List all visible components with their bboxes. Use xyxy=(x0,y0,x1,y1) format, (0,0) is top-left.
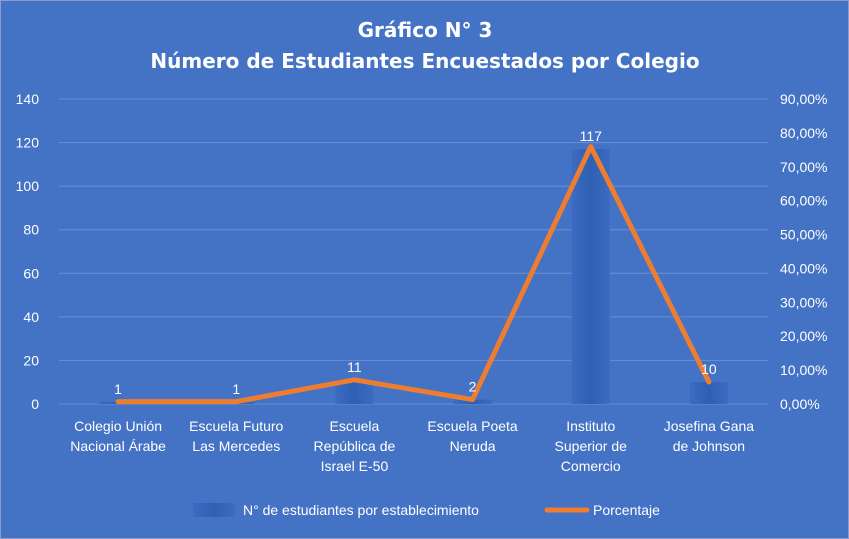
left-tick-label: 0 xyxy=(31,396,39,412)
line-point xyxy=(353,379,355,381)
left-tick-label: 20 xyxy=(23,352,39,368)
category-label: Escuela República de Israel E-50 xyxy=(314,418,396,474)
line-point xyxy=(117,401,119,403)
category-label-line: Israel E-50 xyxy=(321,458,389,474)
category-label: Instituto Superior de Comercio xyxy=(555,418,628,474)
right-tick-label: 40,00% xyxy=(780,260,827,276)
legend-label-line: Porcentaje xyxy=(593,502,660,518)
category-label: Escuela Poeta Neruda xyxy=(427,418,517,454)
line-point xyxy=(235,401,237,403)
category-label-line: República de xyxy=(314,438,396,454)
bar-data-label: 10 xyxy=(701,361,717,377)
left-tick-label: 140 xyxy=(16,91,40,107)
left-tick-label: 40 xyxy=(23,309,39,325)
right-tick-label: 20,00% xyxy=(780,328,827,344)
line-point xyxy=(708,381,710,383)
bar-data-label: 11 xyxy=(347,359,362,375)
right-tick-label: 30,00% xyxy=(780,294,827,310)
category-label: Colegio Unión Nacional Árabe xyxy=(70,418,166,454)
right-tick-label: 0,00% xyxy=(780,396,820,412)
right-tick-label: 10,00% xyxy=(780,362,827,378)
percentage-line xyxy=(115,144,712,405)
legend-label-bars: N° de estudiantes por establecimiento xyxy=(243,502,479,518)
category-label-line: Nacional Árabe xyxy=(70,438,166,454)
right-tick-label: 50,00% xyxy=(780,227,827,243)
right-tick-label: 80,00% xyxy=(780,125,827,141)
bar xyxy=(335,380,374,404)
line-series xyxy=(115,144,712,405)
category-label-line: Comercio xyxy=(561,458,621,474)
category-label-line: Escuela Futuro xyxy=(189,418,283,434)
bar-series xyxy=(99,149,728,404)
legend: N° de estudiantes por establecimiento Po… xyxy=(193,502,660,518)
category-label-line: Colegio Unión xyxy=(74,418,162,434)
bar-data-label: 117 xyxy=(580,128,603,144)
legend-swatch-bars xyxy=(193,503,235,517)
right-axis: 0,00% 10,00% 20,00% 30,00% 40,00% 50,00% 60,00… xyxy=(780,91,827,412)
left-tick-label: 120 xyxy=(16,135,40,151)
left-tick-label: 80 xyxy=(23,222,39,238)
right-tick-label: 70,00% xyxy=(780,159,827,175)
bar-data-label: 2 xyxy=(469,379,477,395)
category-label-line: de Johnson xyxy=(673,438,745,454)
left-tick-label: 100 xyxy=(16,178,40,194)
bar xyxy=(571,149,610,404)
right-tick-label: 60,00% xyxy=(780,193,827,209)
category-label-line: Escuela xyxy=(330,418,380,434)
category-label-line: Superior de xyxy=(555,438,628,454)
category-label-line: Instituto xyxy=(566,418,615,434)
right-tick-label: 90,00% xyxy=(780,91,827,107)
line-point xyxy=(472,399,474,401)
line-point xyxy=(590,146,592,148)
bar xyxy=(689,382,728,404)
category-label: Josefina Gana de Johnson xyxy=(664,418,754,454)
category-label-line: Josefina Gana xyxy=(664,418,754,434)
chart-subtitle: Número de Estudiantes Encuestados por Co… xyxy=(150,49,699,73)
gridlines xyxy=(59,98,768,405)
bar-data-label: 1 xyxy=(114,381,122,397)
bar-data-label: 1 xyxy=(232,381,240,397)
left-tick-label: 60 xyxy=(23,265,39,281)
chart-title: Gráfico N° 3 xyxy=(358,18,493,42)
category-label-line: Escuela Poeta xyxy=(427,418,517,434)
category-label-line: Neruda xyxy=(450,438,496,454)
category-axis: Colegio Unión Nacional Árabe Escuela Futur… xyxy=(70,418,754,474)
left-axis: 0 20 40 60 80 100 120 140 xyxy=(16,91,40,412)
category-label-line: Las Mercedes xyxy=(192,438,280,454)
category-label: Escuela Futuro Las Mercedes xyxy=(189,418,283,454)
